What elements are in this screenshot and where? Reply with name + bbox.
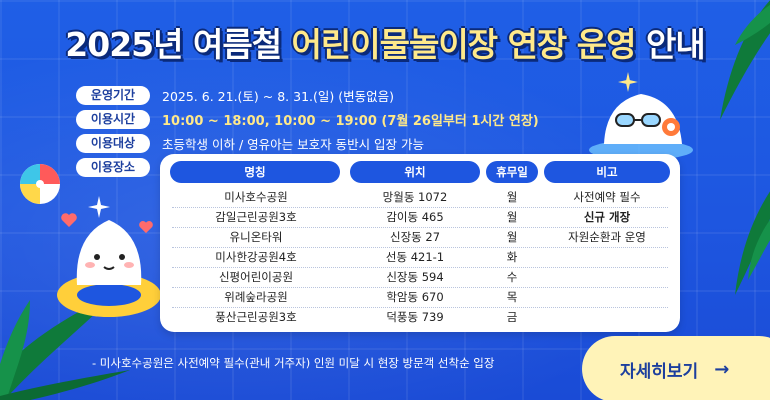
cell-closed-day: 월: [506, 230, 518, 244]
info-row-location: 이용장소: [76, 156, 539, 178]
info-value: 10:00 ~ 18:00, 10:00 ~ 19:00 (7월 26일부터 1…: [162, 113, 539, 129]
footnote: - 미사호수공원은 사전예약 필수(관내 거주자) 인원 미달 시 현장 방문객…: [92, 356, 495, 370]
cell-closed-day: 수: [506, 270, 518, 284]
cell-note: 신규 개장: [583, 210, 631, 224]
cell-name: 감일근린공원3호: [215, 210, 297, 224]
info-row-period: 운영기간 2025. 6. 21.(토) ~ 8. 31.(일) (변동없음): [76, 84, 539, 106]
table-body: 미사호수공원 망월동 1072 월 사전예약 필수 감일근린공원3호 감이동 465 월 신규…: [172, 188, 668, 327]
cell-location: 학암동 670: [386, 290, 444, 304]
heart-icon: [139, 221, 153, 234]
info-tag: 이용대상: [76, 133, 150, 153]
heart-icon: [61, 213, 77, 227]
title-year: 2025년 여름철: [65, 25, 292, 64]
beach-ball-icon: [20, 164, 60, 204]
swimming-mascot-icon: [589, 94, 693, 160]
info-tag: 이용시간: [76, 109, 150, 129]
sparkle-icon: [618, 72, 638, 92]
cell-note: [544, 248, 670, 267]
cell-closed-day: 목: [506, 290, 518, 304]
column-header-closed-day: 휴무일: [486, 161, 538, 183]
cell-note: 자원순환과 운영: [568, 230, 646, 244]
table-row: 신평어린이공원 신장동 594 수: [172, 268, 668, 288]
cell-location: 신장동 594: [386, 270, 444, 284]
info-tag: 이용장소: [76, 157, 150, 177]
palm-leaf-icon: [0, 290, 130, 400]
cell-location: 선동 421-1: [385, 250, 445, 264]
title-facility: 어린이물놀이장: [291, 25, 499, 64]
info-tag: 운영기간: [76, 85, 150, 105]
table-row: 감일근린공원3호 감이동 465 월 신규 개장: [172, 208, 668, 228]
table-row: 풍산근린공원3호 덕풍동 739 금: [172, 308, 668, 327]
cell-closed-day: 금: [506, 310, 518, 324]
cell-note: [544, 288, 670, 307]
table-row: 미사한강공원4호 선동 421-1 화: [172, 248, 668, 268]
table-header: 명칭 위치 휴무일 비고: [170, 161, 670, 183]
cell-note: 사전예약 필수: [573, 190, 641, 204]
cell-name: 미사호수공원: [224, 190, 288, 204]
info-section: 운영기간 2025. 6. 21.(토) ~ 8. 31.(일) (변동없음) …: [76, 84, 539, 180]
table-row: 위례숲라공원 학암동 670 목: [172, 288, 668, 308]
cell-note: [544, 268, 670, 287]
arrow-right-icon: →: [714, 358, 730, 380]
cell-location: 감이동 465: [386, 210, 444, 224]
cell-note: [544, 308, 670, 327]
cell-name: 풍산근린공원3호: [215, 310, 297, 324]
cell-closed-day: 월: [506, 190, 518, 204]
cell-location: 신장동 27: [389, 230, 441, 244]
page-title: 2025년 여름철 어린이물놀이장 연장 운영 안내: [0, 18, 770, 66]
details-button-label: 자세히보기: [620, 361, 699, 382]
title-extension: 연장 운영: [497, 25, 637, 64]
cell-name: 신평어린이공원: [218, 270, 294, 284]
cell-closed-day: 월: [506, 210, 518, 224]
info-value: 초등학생 이하 / 영유아는 보호자 동반시 입장 가능: [162, 136, 425, 152]
cell-name: 위례숲라공원: [224, 290, 288, 304]
column-header-location: 위치: [350, 161, 480, 183]
title-notice: 안내: [635, 25, 706, 64]
cell-closed-day: 화: [506, 250, 518, 264]
table-row: 미사호수공원 망월동 1072 월 사전예약 필수: [172, 188, 668, 208]
table-row: 유니온타워 신장동 27 월 자원순환과 운영: [172, 228, 668, 248]
details-button[interactable]: 자세히보기 →: [582, 336, 770, 400]
info-row-target: 이용대상 초등학생 이하 / 영유아는 보호자 동반시 입장 가능: [76, 132, 539, 154]
cell-name: 유니온타워: [229, 230, 283, 244]
palm-leaf-icon: [720, 0, 770, 120]
palm-leaf-icon: [735, 191, 770, 295]
info-value: 2025. 6. 21.(토) ~ 8. 31.(일) (변동없음): [162, 88, 394, 104]
column-header-name: 명칭: [170, 161, 340, 183]
cell-location: 덕풍동 739: [386, 310, 444, 324]
floating-mascot-icon: [57, 220, 161, 317]
sparkle-icon: [88, 196, 110, 218]
column-header-note: 비고: [544, 161, 670, 183]
info-row-hours: 이용시간 10:00 ~ 18:00, 10:00 ~ 19:00 (7월 26…: [76, 108, 539, 130]
cell-name: 미사한강공원4호: [215, 250, 297, 264]
cell-location: 망월동 1072: [382, 190, 448, 204]
